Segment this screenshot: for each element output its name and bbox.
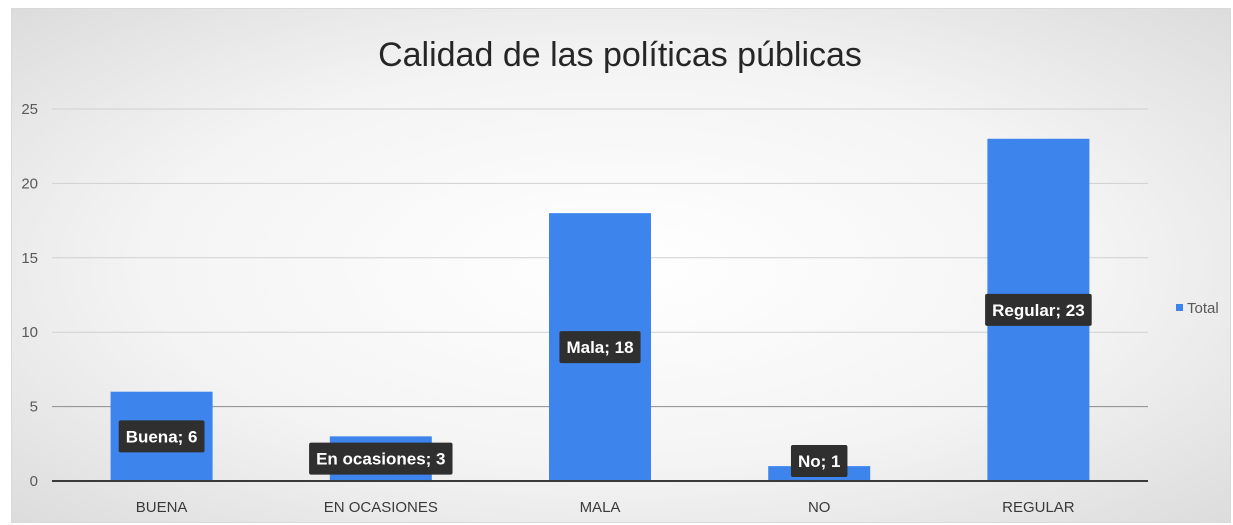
x-tick-label: REGULAR bbox=[1002, 499, 1075, 516]
x-tick-label: BUENA bbox=[136, 499, 188, 516]
x-tick-label: NO bbox=[808, 499, 831, 516]
data-label-text: Buena; 6 bbox=[126, 427, 198, 446]
data-label-background bbox=[309, 442, 453, 475]
y-axis-ticks: 0 5 10 15 20 25 bbox=[21, 101, 38, 490]
data-label-text: Mala; 18 bbox=[566, 338, 633, 357]
chart-title: Calidad de las políticas públicas bbox=[378, 36, 862, 74]
bars bbox=[110, 138, 1090, 481]
y-tick-label: 15 bbox=[21, 250, 38, 267]
data-label: En ocasiones; 3 bbox=[309, 442, 453, 475]
x-axis-ticks: BUENA EN OCASIONES MALA NO REGULAR bbox=[136, 499, 1075, 516]
data-label-text: En ocasiones; 3 bbox=[316, 450, 445, 469]
y-tick-label: 20 bbox=[21, 175, 38, 192]
data-label: No; 1 bbox=[790, 445, 848, 477]
data-label-background bbox=[985, 293, 1092, 326]
data-label-text: No; 1 bbox=[798, 452, 841, 471]
y-tick-label: 5 bbox=[30, 399, 38, 416]
y-tick-label: 25 bbox=[21, 101, 38, 118]
data-label-background bbox=[790, 445, 848, 477]
data-label: Regular; 23 bbox=[985, 293, 1092, 326]
legend-entry-total: Total bbox=[1187, 300, 1219, 317]
data-label-text: Regular; 23 bbox=[992, 301, 1085, 320]
data-label: Buena; 6 bbox=[118, 420, 205, 453]
y-tick-label: 0 bbox=[30, 473, 38, 490]
x-tick-label: EN OCASIONES bbox=[324, 499, 438, 516]
data-label: Mala; 18 bbox=[559, 331, 641, 364]
data-labels: Buena; 6 En ocasiones; 3 Mala; 18 No; 1 Regu… bbox=[118, 293, 1092, 477]
legend-swatch-total bbox=[1176, 304, 1183, 311]
y-tick-label: 10 bbox=[21, 324, 38, 341]
data-label-background bbox=[559, 331, 641, 364]
x-tick-label: MALA bbox=[580, 499, 621, 516]
legend: Total bbox=[1176, 300, 1219, 317]
data-label-background bbox=[118, 420, 205, 453]
